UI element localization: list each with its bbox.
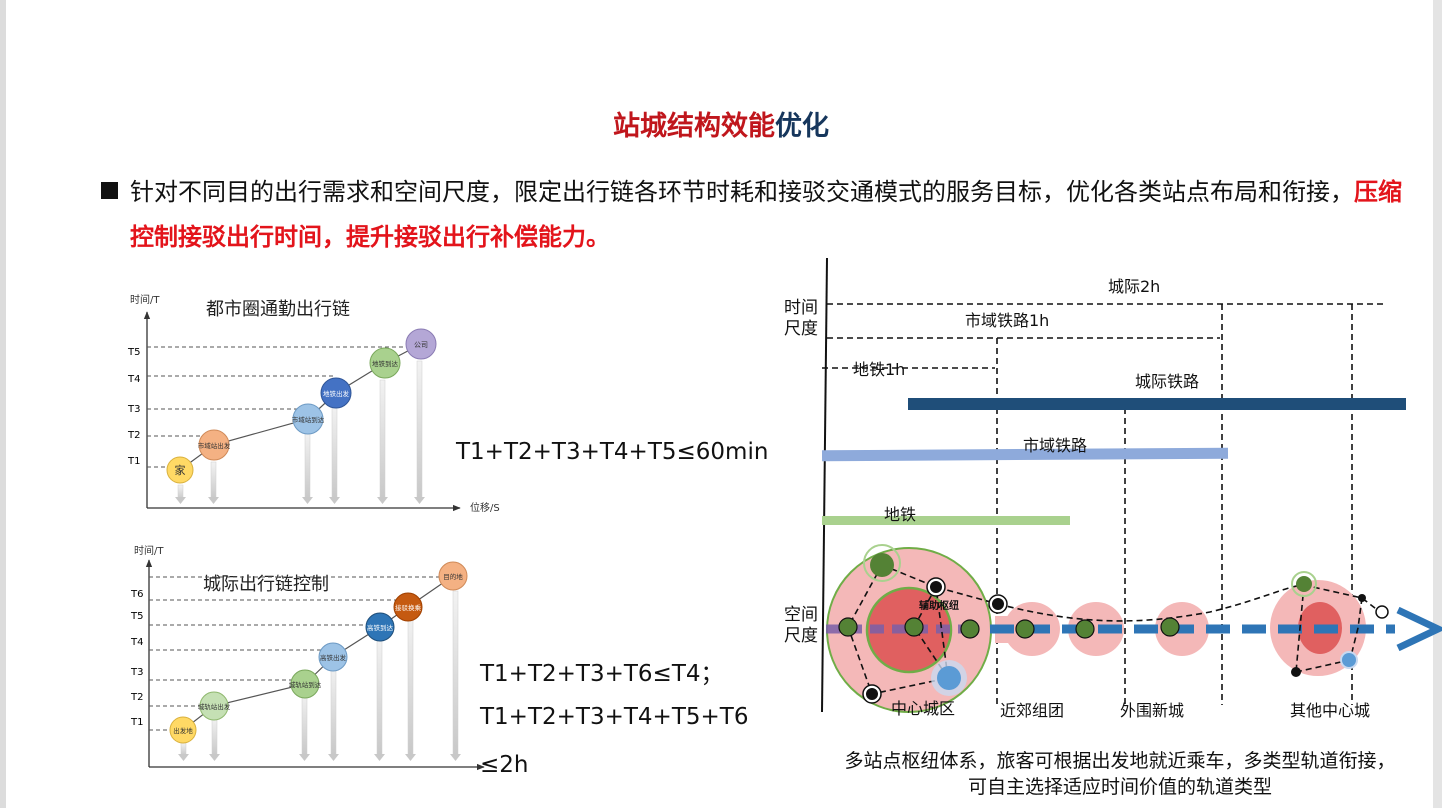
diagram-caption-line2: 可自主选择适应时间价值的轨道类型 [967, 776, 1272, 798]
chart2-tick-t3: T3 [130, 667, 143, 678]
intercity-chain-chart: 时间/T 城际出行链控制 T1 T2 T3 T4 T5 T6 [130, 544, 485, 771]
chart2-node-hsr-depart: 高铁出发 [320, 653, 347, 662]
chart2-tick-t1: T1 [130, 717, 143, 728]
chart2-tick-t4: T4 [130, 637, 143, 648]
zone-label-other-center: 其他中心城 [1290, 701, 1370, 720]
station-node [870, 553, 894, 577]
chart2-node-transfer: 接驳换乘 [395, 603, 422, 612]
left-frame-edge [0, 0, 6, 808]
chart1-title: 都市圈通勤出行链 [206, 299, 350, 320]
diagram-space-axis-label-1: 空间 [784, 605, 818, 625]
rail-label-regional: 市域铁路 [1023, 436, 1087, 455]
bullet-text-highlight: 压缩控制接驳出行时间，提升接驳出行补偿能力。 [130, 178, 1402, 251]
chart2-tick-t5: T5 [130, 611, 143, 622]
chart2-tick-t2: T2 [130, 692, 143, 703]
chart2-equation-line3: ≤2h [480, 752, 529, 778]
time-limit-regional: 市域铁路1h [965, 311, 1049, 330]
chart1-node-subway-arrive: 地铁到达 [372, 359, 399, 368]
chart1-tick-t1: T1 [127, 456, 140, 467]
chart1-tick-t4: T4 [127, 374, 140, 385]
chart2-node-rail-depart: 城轨站出发 [198, 702, 231, 711]
zone-label-suburban: 近郊组团 [1000, 701, 1064, 720]
station-ring [863, 544, 901, 582]
chart2-equation-line2: T1+T2+T3+T4+T5+T6 [480, 704, 749, 730]
hub-label: 辅助枢纽 [919, 599, 959, 612]
chart2-node-hsr-arrive: 高铁到达 [367, 623, 394, 632]
diagram-vertical-axis [821, 257, 828, 713]
chart2-tick-t6: T6 [130, 589, 143, 600]
chart1-tick-t2: T2 [127, 430, 140, 441]
bullet-text-plain: 针对不同目的出行需求和空间尺度，限定出行链各环节时耗和接驳交通模式的服务目标，优… [130, 178, 1354, 206]
chart1-tick-t5: T5 [127, 347, 140, 358]
regional-rail-bar [821, 447, 1229, 462]
zone-label-outer: 外围新城 [1120, 701, 1184, 720]
chart1-node-metro-regional-arrive: 市域站到达 [292, 415, 325, 424]
chart1-tick-t3: T3 [127, 404, 140, 415]
chart1-node-home: 家 [175, 463, 186, 477]
chart2-equation-line1: T1+T2+T3+T6≤T4； [480, 661, 724, 687]
chart1-equation: T1+T2+T3+T4+T5≤60min [456, 439, 769, 465]
chart1-x-axis-label: 位移/S [470, 501, 500, 514]
diagram-space-axis-label-2: 尺度 [784, 626, 818, 646]
time-limit-subway: 地铁1h [853, 360, 905, 379]
right-frame-edge [1433, 0, 1442, 808]
bullet-paragraph: 针对不同目的出行需求和空间尺度，限定出行链各环节时耗和接驳交通模式的服务目标，优… [130, 170, 1420, 260]
zone-label-central: 中心城区 [891, 699, 955, 718]
diagram-time-axis-label-1: 时间 [784, 298, 818, 318]
chart1-node-company: 公司 [414, 341, 428, 349]
time-limit-intercity: 城际2h [1108, 277, 1160, 296]
chart2-node-origin: 出发地 [173, 726, 193, 735]
hub-system-diagram: 时间 尺度 空间 尺度 城际2h 市域铁路1h 地铁1h 城际铁路 市域铁路 地… [784, 257, 1442, 720]
bullet-square-icon [101, 182, 118, 199]
chart1-node-subway-depart: 地铁出发 [323, 389, 350, 398]
direction-arrow-icon [1396, 606, 1442, 652]
chart2-title: 城际出行链控制 [203, 574, 329, 595]
chart2-node-rail-arrive: 城轨站到达 [289, 680, 322, 689]
subway-bar [822, 516, 1070, 525]
chart2-y-axis-label: 时间/T [134, 544, 164, 557]
commute-chain-chart: 时间/T 位移/S 都市圈通勤出行链 T1 T2 T3 T4 T5 [127, 293, 500, 514]
rail-label-subway: 地铁 [884, 505, 916, 524]
chart1-node-metro-regional-depart: 市域站出发 [198, 441, 231, 450]
diagram-time-axis-label-2: 尺度 [784, 319, 818, 339]
slide-title: 站城结构效能优化 [613, 111, 829, 142]
rail-label-intercity: 城际铁路 [1135, 372, 1199, 391]
diagram-caption-line1: 多站点枢纽体系，旅客可根据出发地就近乘车，多类型轨道衔接， [844, 750, 1396, 772]
chart2-node-destination: 目的地 [443, 572, 463, 581]
intercity-rail-bar [908, 398, 1406, 410]
chart1-y-axis-label: 时间/T [130, 293, 160, 306]
